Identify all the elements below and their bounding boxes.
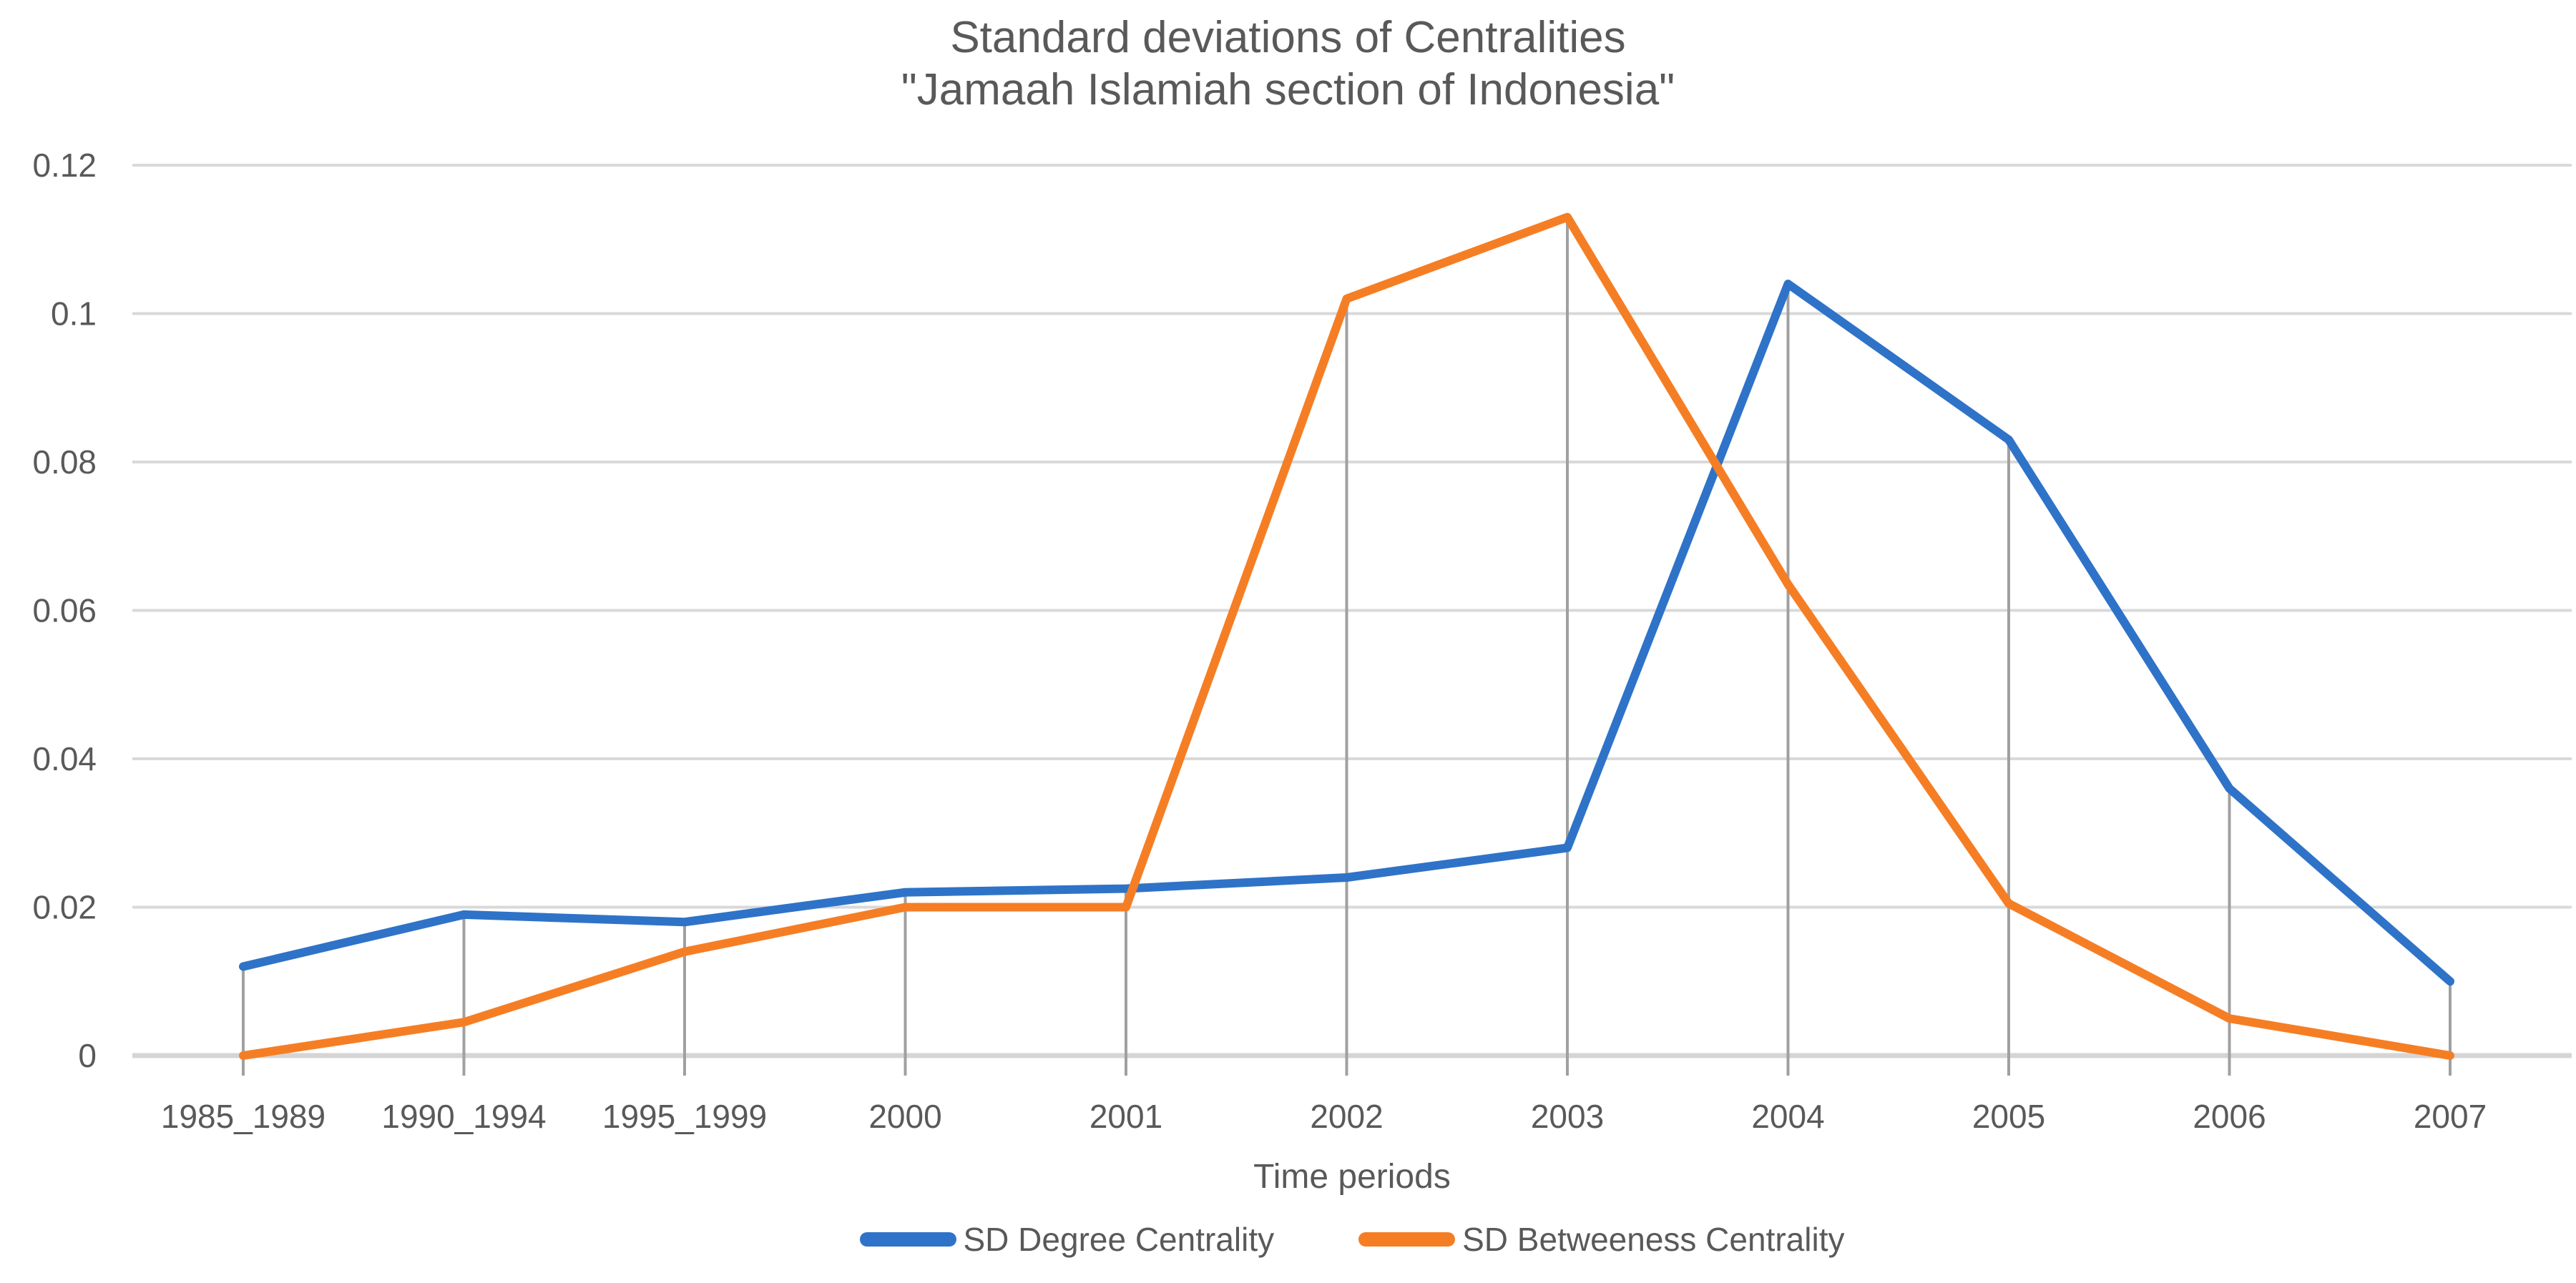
legend-swatch-blue-line-icon	[859, 1232, 956, 1247]
y-tick-label: 0.04	[32, 740, 97, 777]
y-tick-label: 0.08	[32, 443, 97, 481]
y-tick-label: 0	[78, 1037, 97, 1074]
x-axis-title: Time periods	[1253, 1158, 1451, 1196]
x-tick-label: 1990_1994	[381, 1098, 546, 1135]
chart-title: Standard deviations of Centralities "Jam…	[0, 11, 2576, 116]
x-tick-label: 1985_1989	[161, 1098, 325, 1135]
chart-title-line1: Standard deviations of Centralities	[950, 13, 1626, 62]
legend-label: SD Betweeness Centrality	[1462, 1221, 1845, 1258]
legend-item-sd-betweeness-centrality: SD Betweeness Centrality	[1358, 1220, 1844, 1259]
y-tick-label: 0.06	[32, 592, 97, 629]
series-line-sd-degree-centrality	[239, 280, 2454, 986]
x-tick-label: 2006	[2193, 1098, 2266, 1135]
x-tick-label: 2004	[1751, 1098, 1824, 1135]
y-tick-label: 0.12	[32, 147, 97, 184]
legend-swatch-orange-line-icon	[1358, 1232, 1456, 1247]
x-tick-label: 2003	[1531, 1098, 1604, 1135]
x-tick-label: 2005	[1972, 1098, 2045, 1135]
legend-item-sd-degree-centrality: SD Degree Centrality	[859, 1220, 1275, 1259]
x-tick-label: 2002	[1310, 1098, 1383, 1135]
legend: SD Degree Centrality SD Betweeness Centr…	[132, 1220, 2572, 1259]
series-line-sd-betweeness-centrality	[239, 212, 2454, 1060]
legend-label: SD Degree Centrality	[963, 1221, 1275, 1258]
chart-title-line2: "Jamaah Islamiah section of Indonesia"	[901, 65, 1675, 115]
x-tick-label: 2007	[2414, 1098, 2487, 1135]
x-tick-label: 1995_1999	[602, 1098, 767, 1135]
y-tick-label: 0.1	[51, 295, 97, 333]
x-tick-label: 2001	[1089, 1098, 1162, 1135]
y-tick-label: 0.02	[32, 889, 97, 926]
x-tick-label: 2000	[868, 1098, 941, 1135]
